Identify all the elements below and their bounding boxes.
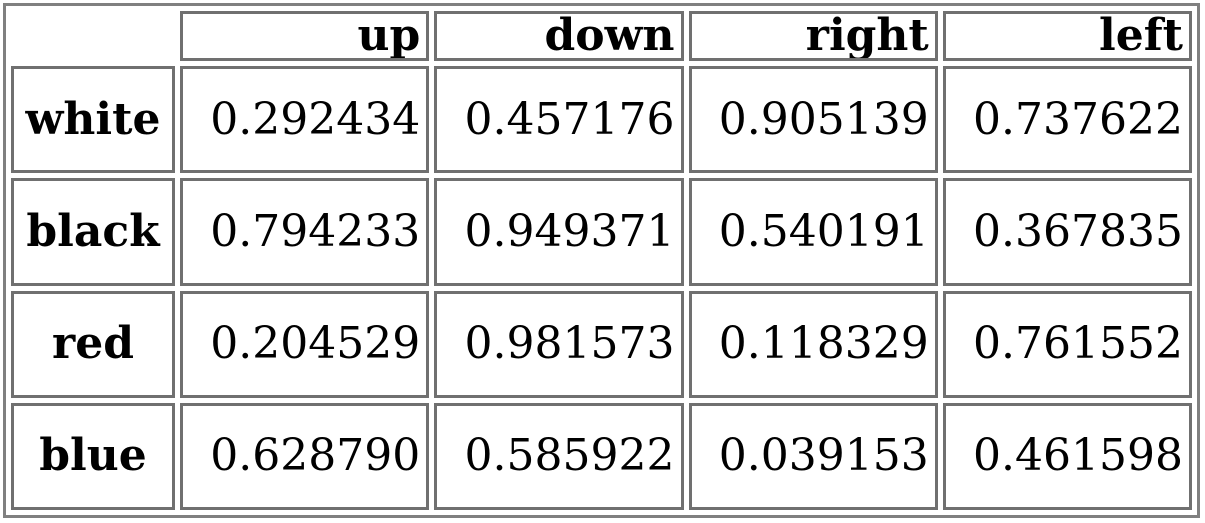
table-cell: 0.204529 <box>180 290 430 398</box>
table-cell: 0.628790 <box>180 402 430 510</box>
table-row: red 0.204529 0.981573 0.118329 0.761552 <box>11 290 1192 398</box>
header-row: up down right left <box>11 11 1192 61</box>
table-cell: 0.949371 <box>434 178 684 286</box>
table-cell: 0.981573 <box>434 290 684 398</box>
row-header-blue: blue <box>11 402 175 510</box>
column-header-up: up <box>180 11 430 61</box>
table-cell: 0.292434 <box>180 66 430 174</box>
table-cell: 0.039153 <box>688 402 938 510</box>
data-table: up down right left white 0.292434 0.4571… <box>3 3 1200 518</box>
row-header-black: black <box>11 178 175 286</box>
table-cell: 0.118329 <box>688 290 938 398</box>
table-cell: 0.367835 <box>942 178 1192 286</box>
table-cell: 0.457176 <box>434 66 684 174</box>
table-cell: 0.461598 <box>942 402 1192 510</box>
table-cell: 0.540191 <box>688 178 938 286</box>
table-cell: 0.905139 <box>688 66 938 174</box>
row-header-red: red <box>11 290 175 398</box>
table-cell: 0.585922 <box>434 402 684 510</box>
column-header-right: right <box>688 11 938 61</box>
table-cell: 0.794233 <box>180 178 430 286</box>
table-row: black 0.794233 0.949371 0.540191 0.36783… <box>11 178 1192 286</box>
column-header-down: down <box>434 11 684 61</box>
table-cell: 0.761552 <box>942 290 1192 398</box>
corner-cell <box>11 11 175 61</box>
table-cell: 0.737622 <box>942 66 1192 174</box>
table-row: blue 0.628790 0.585922 0.039153 0.461598 <box>11 402 1192 510</box>
column-header-left: left <box>942 11 1192 61</box>
table-row: white 0.292434 0.457176 0.905139 0.73762… <box>11 66 1192 174</box>
row-header-white: white <box>11 66 175 174</box>
